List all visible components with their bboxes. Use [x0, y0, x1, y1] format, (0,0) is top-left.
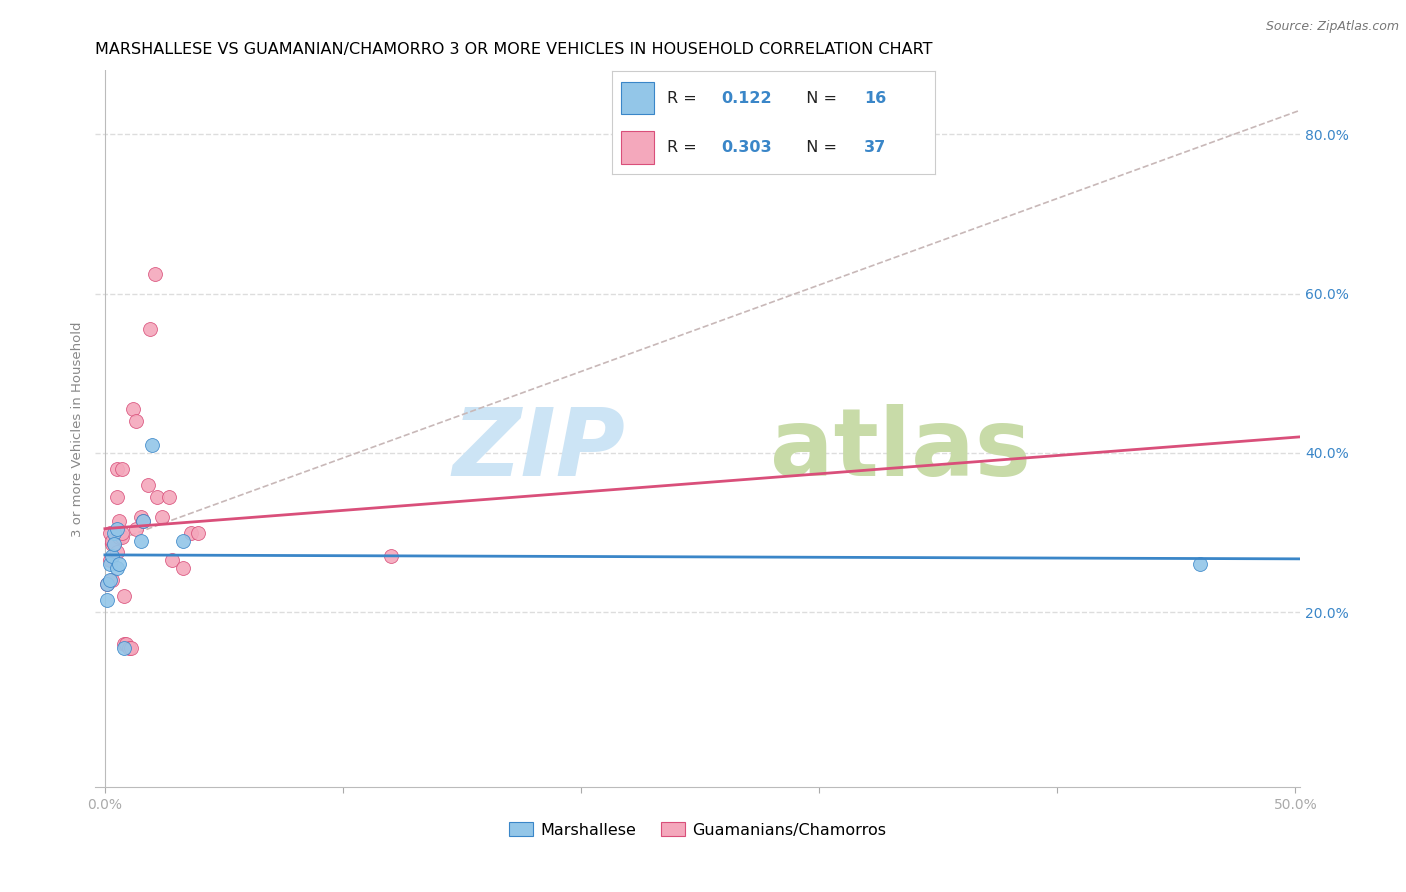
Point: [101, 549, 124, 564]
Y-axis label: 3 or more Vehicles in Household: 3 or more Vehicles in Household: [72, 321, 84, 537]
Text: MARSHALLESE VS GUAMANIAN/CHAMORRO 3 OR MORE VEHICLES IN HOUSEHOLD CORRELATION CH: MARSHALLESE VS GUAMANIAN/CHAMORRO 3 OR M…: [96, 42, 932, 57]
Point: [139, 322, 162, 336]
Point: [146, 490, 169, 504]
Text: 37: 37: [863, 140, 886, 155]
Point: [101, 574, 124, 588]
Point: [105, 490, 128, 504]
Point: [96, 593, 118, 607]
Point: [101, 537, 124, 551]
Point: [118, 641, 141, 656]
Text: Source: ZipAtlas.com: Source: ZipAtlas.com: [1265, 20, 1399, 33]
Text: R =: R =: [666, 90, 702, 105]
Text: N =: N =: [796, 90, 842, 105]
Point: [132, 514, 155, 528]
Point: [380, 549, 402, 564]
FancyBboxPatch shape: [621, 82, 654, 114]
Point: [98, 558, 121, 572]
Text: 0.122: 0.122: [721, 90, 772, 105]
Point: [180, 525, 202, 540]
Text: atlas: atlas: [770, 404, 1031, 497]
Point: [103, 537, 125, 551]
Point: [143, 267, 166, 281]
Point: [110, 462, 132, 476]
Point: [157, 490, 180, 504]
Point: [112, 589, 135, 603]
Point: [103, 537, 125, 551]
Point: [141, 438, 163, 452]
Text: R =: R =: [666, 140, 702, 155]
Point: [101, 533, 124, 548]
Point: [112, 637, 135, 651]
Point: [125, 414, 148, 428]
Text: 16: 16: [863, 90, 886, 105]
Legend: Marshallese, Guamanians/Chamorros: Marshallese, Guamanians/Chamorros: [502, 815, 893, 844]
Point: [96, 577, 118, 591]
Point: [187, 525, 209, 540]
Point: [110, 529, 132, 543]
Point: [1189, 558, 1212, 572]
Point: [110, 525, 132, 540]
Point: [172, 561, 194, 575]
Point: [98, 525, 121, 540]
Point: [115, 637, 138, 651]
Point: [105, 462, 128, 476]
Point: [105, 545, 128, 559]
FancyBboxPatch shape: [621, 131, 654, 163]
Point: [108, 558, 131, 572]
Point: [108, 514, 131, 528]
Point: [129, 509, 152, 524]
Point: [98, 553, 121, 567]
Point: [160, 553, 183, 567]
Point: [105, 561, 128, 575]
Point: [120, 641, 142, 656]
Point: [112, 641, 135, 656]
Point: [136, 477, 159, 491]
Point: [129, 533, 152, 548]
Point: [125, 522, 148, 536]
Point: [132, 514, 155, 528]
Point: [96, 577, 118, 591]
Point: [172, 533, 194, 548]
Text: N =: N =: [796, 140, 842, 155]
Point: [150, 509, 173, 524]
Point: [98, 574, 121, 588]
Text: 0.303: 0.303: [721, 140, 772, 155]
Point: [103, 525, 125, 540]
Point: [108, 529, 131, 543]
Point: [108, 525, 131, 540]
Point: [105, 522, 128, 536]
Text: ZIP: ZIP: [453, 404, 626, 497]
Point: [122, 402, 145, 417]
